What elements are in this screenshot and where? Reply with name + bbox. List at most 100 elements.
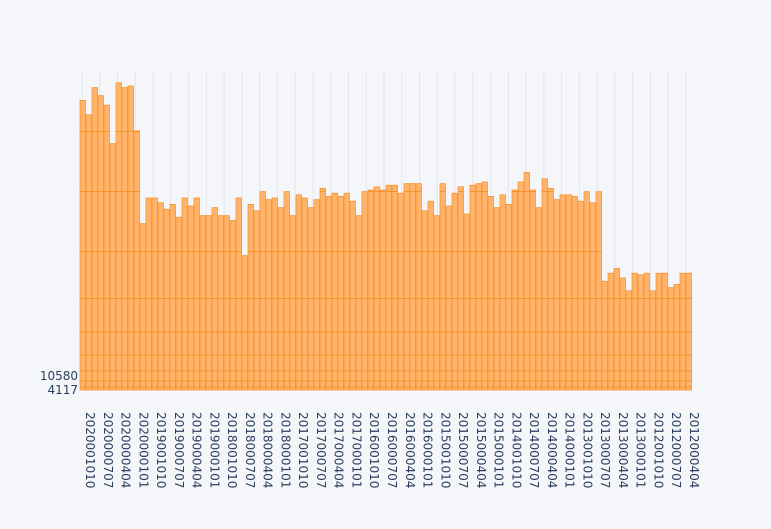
bar-segment (223, 331, 230, 356)
bar-segment (199, 380, 206, 388)
bar-segment (241, 298, 248, 333)
bar-segment (655, 354, 662, 372)
bar-segment (439, 298, 446, 333)
bar-segment (391, 331, 398, 356)
bar-segment (397, 386, 404, 391)
bar-segment (133, 331, 140, 356)
bar-segment (475, 380, 482, 388)
bar-segment (517, 331, 524, 356)
bar-segment (139, 380, 146, 388)
bar-segment (373, 186, 380, 192)
bar-segment (523, 370, 530, 382)
bar-segment (385, 251, 392, 299)
bar-segment (535, 251, 542, 299)
x-tick-label: 2019001010 (154, 412, 168, 488)
bar-segment (181, 386, 188, 391)
bar-segment (103, 331, 110, 356)
bar-segment (79, 380, 86, 388)
bar-segment (481, 331, 488, 356)
bar-segment (571, 196, 578, 252)
bar-segment (277, 370, 284, 382)
bar-segment (451, 380, 458, 388)
bar-segment (421, 354, 428, 372)
bar-segment (631, 272, 638, 299)
bar-segment (535, 331, 542, 356)
bar-segment (571, 331, 578, 356)
bar-segment (559, 380, 566, 388)
bar-segment (649, 380, 656, 388)
bar (181, 197, 188, 391)
bar-segment (547, 354, 554, 372)
bar-segment (595, 380, 602, 388)
bar-segment (601, 380, 608, 388)
bar-segment (319, 298, 326, 333)
bar-segment (667, 370, 674, 382)
bar-segment (559, 331, 566, 356)
bar-segment (409, 386, 416, 391)
bar-segment (157, 202, 164, 252)
bar (487, 196, 494, 391)
bar-segment (337, 370, 344, 382)
bar-segment (331, 331, 338, 356)
bar-segment (211, 354, 218, 372)
bar-segment (427, 354, 434, 372)
bar (685, 272, 692, 391)
bar-segment (589, 354, 596, 372)
bar-segment (589, 380, 596, 388)
bar-segment (547, 298, 554, 333)
x-tick-label: 2020001010 (83, 412, 97, 488)
bar-segment (361, 370, 368, 382)
bar-segment (595, 251, 602, 299)
bar-segment (523, 354, 530, 372)
bar (637, 274, 644, 391)
bar-segment (559, 386, 566, 391)
bar-segment (505, 251, 512, 299)
bar-segment (361, 386, 368, 391)
bar-segment (613, 370, 620, 382)
bar-segment (169, 298, 176, 333)
bar-segment (541, 354, 548, 372)
bar-segment (409, 183, 416, 192)
bar-segment (247, 370, 254, 382)
bar-segment (511, 370, 518, 382)
bar-segment (115, 380, 122, 388)
x-tick-label: 2013000707 (598, 412, 612, 488)
bar-segment (301, 331, 308, 356)
bar-segment (235, 354, 242, 372)
bar-segment (121, 380, 128, 388)
bar-segment (307, 207, 314, 252)
bar-segment (673, 370, 680, 382)
bar-segment (403, 331, 410, 356)
bar (223, 215, 230, 391)
bar-segment (367, 298, 374, 333)
bar-segment (619, 386, 626, 391)
bar-segment (373, 191, 380, 252)
bar-segment (331, 298, 338, 333)
bar-segment (349, 298, 356, 333)
bar-segment (223, 354, 230, 372)
bar-segment (175, 380, 182, 388)
bar-segment (295, 298, 302, 333)
bar-segment (97, 354, 104, 372)
bar-segment (403, 191, 410, 252)
bar-segment (625, 370, 632, 382)
bar-segment (433, 386, 440, 391)
bar-segment (547, 331, 554, 356)
x-tick-label: 2020000404 (119, 412, 133, 488)
bar (517, 181, 524, 391)
bar-segment (133, 251, 140, 299)
bar-segment (613, 298, 620, 333)
bar (121, 87, 128, 391)
bar-segment (415, 191, 422, 252)
bar-segment (457, 386, 464, 391)
bar-segment (685, 272, 692, 299)
bar-segment (145, 298, 152, 333)
bar-segment (463, 354, 470, 372)
bar-segment (121, 251, 128, 299)
bar-segment (379, 380, 386, 388)
bar (145, 197, 152, 391)
bar-segment (115, 82, 122, 132)
bar-segment (235, 331, 242, 356)
bar-segment (127, 386, 134, 391)
bar-segment (643, 331, 650, 356)
